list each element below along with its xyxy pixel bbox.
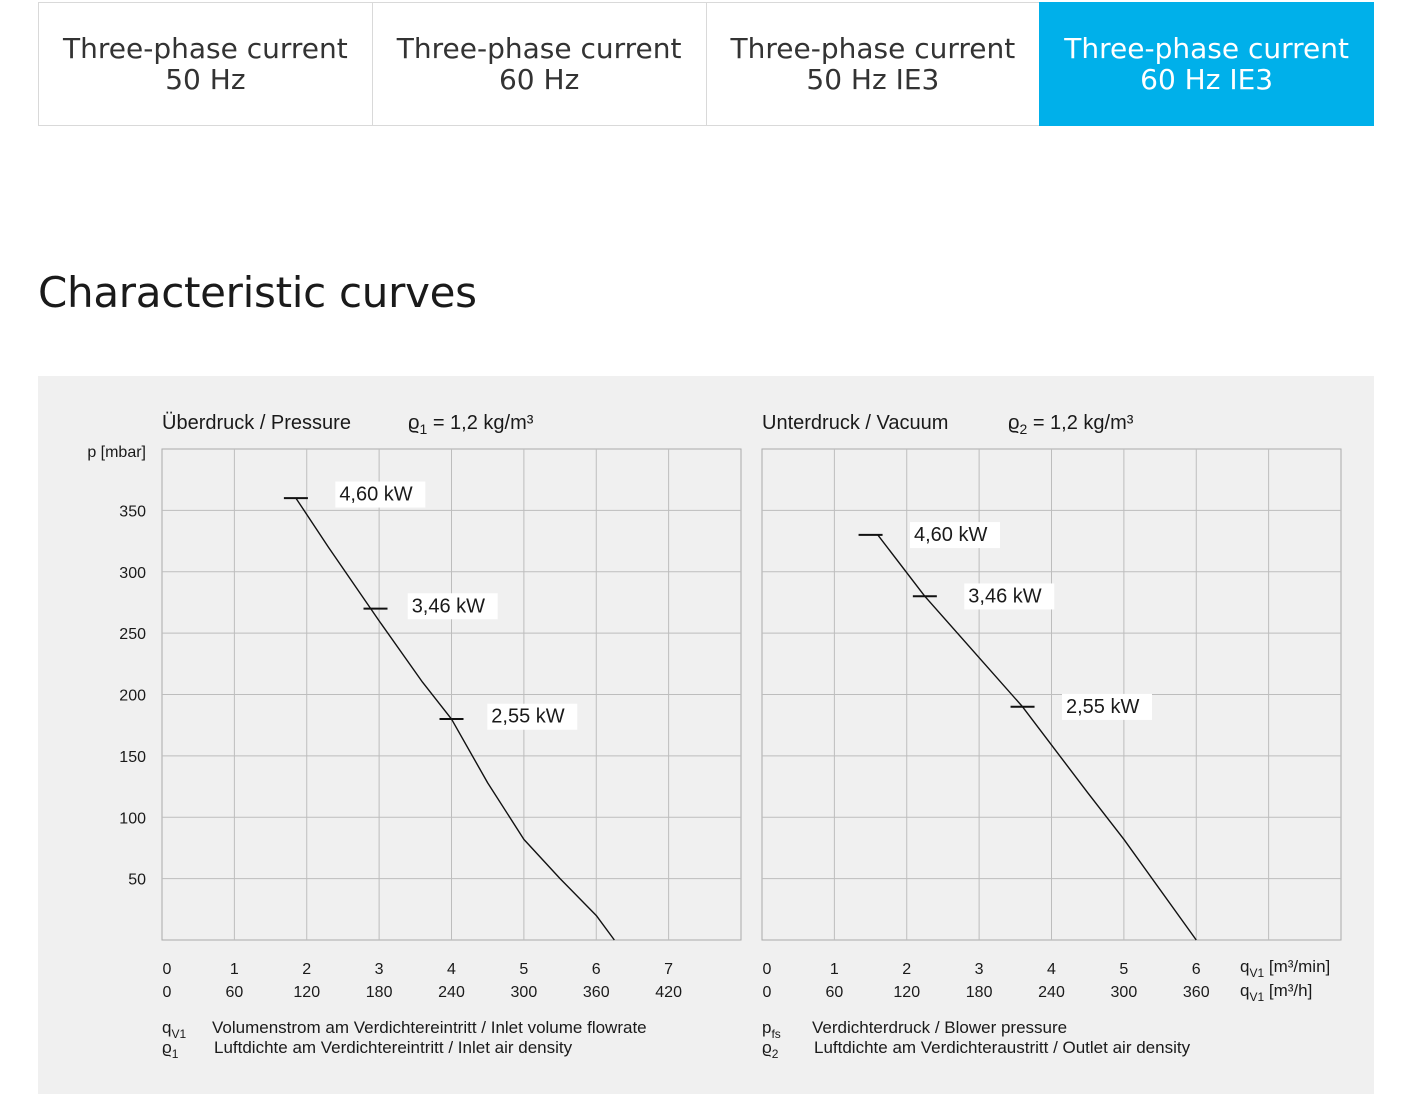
x-tick-label-min: 5 xyxy=(519,961,528,978)
power-label: 2,55 kW xyxy=(491,706,564,728)
tab-label-line1: Three-phase current xyxy=(396,32,682,65)
characteristic-curve xyxy=(295,497,615,941)
tab-three-phase-50hz[interactable]: Three-phase current 50 Hz xyxy=(38,2,372,126)
power-label: 3,46 kW xyxy=(968,585,1041,607)
power-label-bg xyxy=(407,593,498,620)
x-tick-label-h: 240 xyxy=(1038,984,1065,1001)
x-tick-label-min: 0 xyxy=(163,961,172,978)
x-tick-label-h: 60 xyxy=(825,984,843,1001)
power-label: 2,55 kW xyxy=(1066,696,1139,718)
x-tick-label-min: 2 xyxy=(902,961,911,978)
x-tick-label-h: 420 xyxy=(655,984,682,1001)
power-label: 3,46 kW xyxy=(412,595,485,617)
legend-text: Luftdichte am Verdichteraustritt / Outle… xyxy=(814,1038,1191,1057)
x-tick-label-min: 1 xyxy=(830,961,839,978)
tab-bar: Three-phase current 50 Hz Three-phase cu… xyxy=(38,2,1374,126)
x-tick-label-h: 300 xyxy=(1111,984,1138,1001)
chart-title: Überdruck / Pressure xyxy=(162,412,351,434)
x-tick-label-h: 120 xyxy=(893,984,920,1001)
y-tick-label: 100 xyxy=(119,810,146,827)
legend-symbol: ϱ2 xyxy=(762,1038,779,1061)
section-title: Characteristic curves xyxy=(38,268,477,317)
legend-symbol: pfs xyxy=(762,1018,781,1041)
power-label-bg xyxy=(1061,693,1152,720)
x-tick-label-h: 0 xyxy=(163,984,172,1001)
x-tick-label-h: 180 xyxy=(966,984,993,1001)
x-tick-label-h: 360 xyxy=(1183,984,1210,1001)
x-unit-label-h: qV1 [m³/h] xyxy=(1240,981,1312,1004)
x-tick-label-min: 4 xyxy=(447,961,456,978)
x-tick-label-min: 3 xyxy=(975,961,984,978)
x-tick-label-min: 4 xyxy=(1047,961,1056,978)
y-tick-label: 50 xyxy=(128,872,146,889)
x-tick-label-h: 120 xyxy=(293,984,320,1001)
x-tick-label-min: 7 xyxy=(664,961,673,978)
power-label-bg xyxy=(964,583,1055,610)
y-tick-label: 300 xyxy=(119,565,146,582)
x-tick-label-min: 6 xyxy=(592,961,601,978)
legend-symbol: ϱ1 xyxy=(162,1038,179,1061)
x-tick-label-h: 360 xyxy=(583,984,610,1001)
tab-label-line2: 50 Hz xyxy=(165,63,246,96)
y-tick-label: 250 xyxy=(119,626,146,643)
tab-label-line2: 60 Hz IE3 xyxy=(1140,63,1274,96)
legend-symbol: qV1 xyxy=(162,1018,186,1041)
x-tick-label-h: 240 xyxy=(438,984,465,1001)
x-tick-label-min: 6 xyxy=(1192,961,1201,978)
x-tick-label-h: 0 xyxy=(763,984,772,1001)
y-tick-label: 150 xyxy=(119,749,146,766)
tab-label-line1: Three-phase current xyxy=(730,32,1016,65)
density-label: ϱ1 = 1,2 kg/m³ xyxy=(408,412,534,437)
power-label-bg xyxy=(487,703,578,730)
x-tick-label-min: 3 xyxy=(375,961,384,978)
tab-label-line1: Three-phase current xyxy=(63,32,348,65)
tab-three-phase-60hz-ie3[interactable]: Three-phase current 60 Hz IE3 xyxy=(1039,2,1374,126)
x-tick-label-min: 5 xyxy=(1119,961,1128,978)
power-label: 4,60 kW xyxy=(339,484,412,506)
x-tick-label-h: 300 xyxy=(511,984,538,1001)
x-tick-label-min: 2 xyxy=(302,961,311,978)
tab-three-phase-50hz-ie3[interactable]: Three-phase current 50 Hz IE3 xyxy=(705,2,1040,126)
chart-title: Unterdruck / Vacuum xyxy=(762,412,948,434)
x-tick-label-min: 1 xyxy=(230,961,239,978)
tab-label-line1: Three-phase current xyxy=(1064,32,1349,65)
density-label: ϱ2 = 1,2 kg/m³ xyxy=(1008,412,1134,437)
x-tick-label-h: 180 xyxy=(366,984,393,1001)
y-axis-label: p [mbar] xyxy=(87,444,146,461)
y-tick-label: 350 xyxy=(119,503,146,520)
x-tick-label-min: 0 xyxy=(763,961,772,978)
tab-label-line2: 60 Hz xyxy=(498,63,580,96)
chart-pressure: 50 100 150 200 250 300 350 p [mbar] 0 1 2 3 4 5 6 7 0 60 1… xyxy=(87,412,742,1057)
legend-text: Verdichterdruck / Blower pressure xyxy=(812,1018,1067,1037)
power-label-bg xyxy=(335,481,426,508)
x-unit-label-min: qV1 [m³/min] xyxy=(1240,957,1330,980)
y-tick-label: 200 xyxy=(119,688,146,705)
x-tick-label-h: 60 xyxy=(225,984,243,1001)
tab-three-phase-60hz[interactable]: Three-phase current 60 Hz xyxy=(371,2,706,126)
tab-label-line2: 50 Hz IE3 xyxy=(806,63,940,96)
legend-text: Luftdichte am Verdichtereintritt / Inlet… xyxy=(214,1038,573,1057)
legend-text: Volumenstrom am Verdichtereintritt / Inl… xyxy=(212,1018,647,1037)
power-label-bg xyxy=(909,522,1000,549)
characteristic-curve xyxy=(877,534,1197,941)
power-label: 4,60 kW xyxy=(914,524,987,546)
